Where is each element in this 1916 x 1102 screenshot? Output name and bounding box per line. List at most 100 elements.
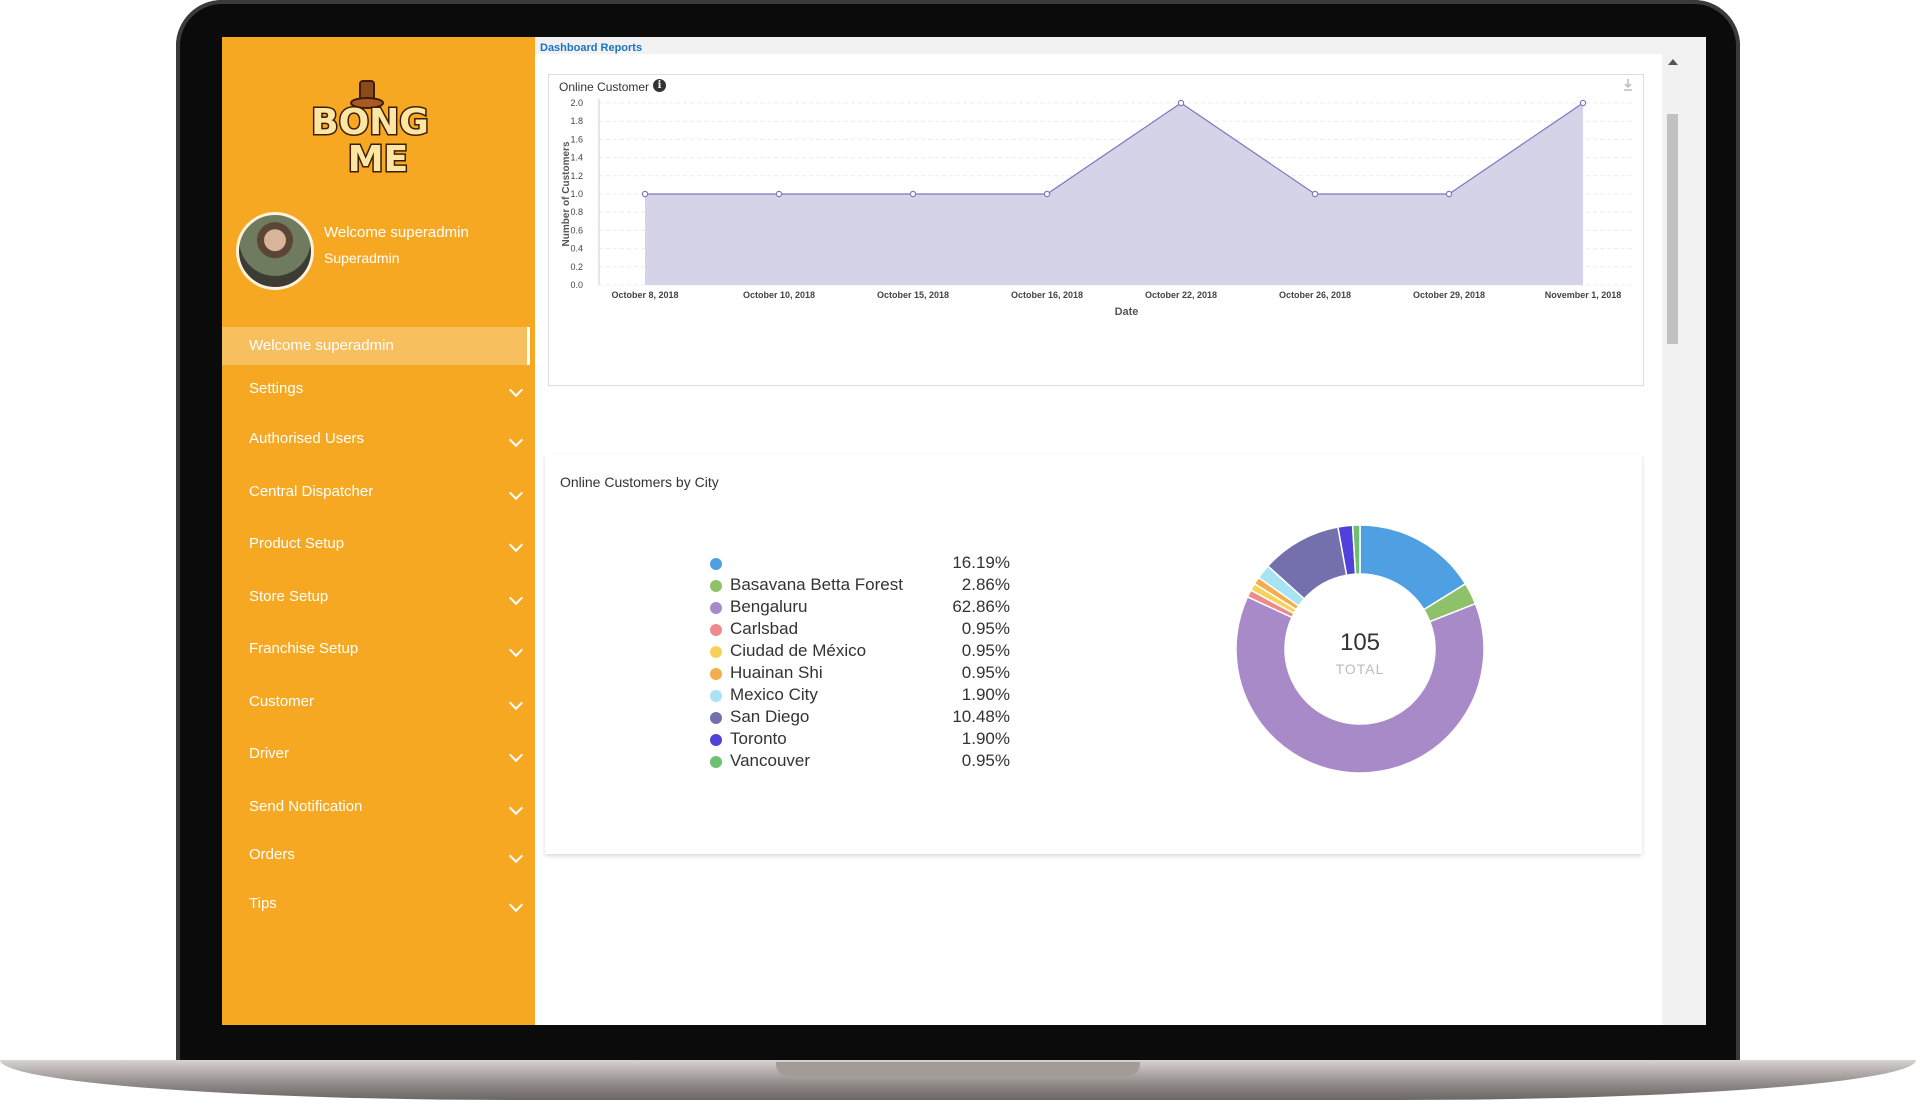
sidebar-item-store-setup[interactable]: Store Setup — [222, 579, 535, 615]
donut-slice[interactable] — [1351, 524, 1361, 575]
sidebar-item-driver[interactable]: Driver — [222, 736, 535, 772]
y-tick-label: 0.6 — [570, 225, 583, 235]
y-tick-label: 1.2 — [570, 171, 583, 181]
legend-label: Vancouver — [730, 751, 811, 770]
chevron-down-icon — [508, 642, 524, 658]
y-tick-label: 2.0 — [570, 98, 583, 108]
y-axis-label: Number of Customers — [561, 141, 572, 246]
sidebar-item-settings[interactable]: Settings — [222, 371, 535, 407]
user-role: Superadmin — [324, 250, 400, 266]
report-panel: Online Customer i 0.0 0.2 0.4 0.6 0.8 1.0 1.2 1… — [535, 54, 1662, 1025]
legend-item[interactable]: San Diego 10.48% — [710, 707, 1010, 729]
data-point — [1579, 99, 1587, 107]
welcome-text: Welcome superadmin — [324, 224, 469, 241]
pie-legend: 16.19% Basavana Betta Forest 2.86% Bengalur… — [710, 553, 1010, 773]
chevron-down-icon — [508, 432, 524, 448]
legend-item[interactable]: Mexico City 1.90% — [710, 685, 1010, 707]
sidebar-item-authorised-users[interactable]: Authorised Users — [222, 421, 535, 457]
laptop-notch — [776, 1062, 1140, 1076]
inner-scrollbar[interactable] — [1664, 54, 1681, 1025]
y-tick-label: 0.0 — [570, 280, 583, 290]
online-customer-card: Online Customer i 0.0 0.2 0.4 0.6 0.8 1.0 1.2 1… — [548, 74, 1644, 386]
legend-label: Ciudad de México — [730, 641, 867, 660]
sidebar-item-label: Driver — [249, 745, 289, 762]
legend-item[interactable]: Carlsbad 0.95% — [710, 619, 1010, 641]
legend-swatch — [710, 558, 722, 570]
x-tick-label: October 26, 2018 — [1279, 290, 1351, 300]
info-icon[interactable]: i — [653, 79, 666, 92]
sidebar-item-orders[interactable]: Orders — [222, 837, 535, 873]
sidebar-item-send-notification[interactable]: Send Notification — [222, 789, 535, 825]
legend-item[interactable]: Bengaluru 62.86% — [710, 597, 1010, 619]
legend-swatch — [710, 712, 722, 724]
donut-svg — [1235, 524, 1485, 774]
sidebar-item-label: Tips — [249, 895, 277, 912]
screen: BONG ME Welcome superadmin Superadmin We… — [222, 37, 1706, 1025]
legend-swatch — [710, 734, 722, 746]
area-chart: 0.0 0.2 0.4 0.6 0.8 1.0 1.2 1.4 1.6 1.8 2.0 October… — [561, 98, 1634, 318]
x-tick-label: October 8, 2018 — [611, 290, 678, 300]
legend-swatch — [710, 668, 722, 680]
sidebar-item-customer[interactable]: Customer — [222, 684, 535, 720]
bong-me-logo: BONG ME — [310, 80, 430, 179]
y-tick-label: 1.8 — [570, 116, 583, 126]
chevron-down-icon — [508, 382, 524, 398]
data-point — [1311, 190, 1319, 198]
sidebar-item-franchise-setup[interactable]: Franchise Setup — [222, 631, 535, 667]
legend-label: Toronto — [730, 729, 787, 748]
sidebar-item-label: Franchise Setup — [249, 640, 359, 657]
sidebar-item-label: Central Dispatcher — [249, 483, 374, 500]
donut-total-label: TOTAL — [1335, 661, 1385, 677]
legend-label: Carlsbad — [730, 619, 799, 638]
legend-percent: 1.90% — [961, 685, 1010, 704]
series-line — [645, 102, 1584, 195]
sidebar-item-label: Product Setup — [249, 535, 345, 552]
legend-item[interactable]: Ciudad de México 0.95% — [710, 641, 1010, 663]
legend-item[interactable]: 16.19% — [710, 553, 1010, 575]
breadcrumb[interactable]: Dashboard Reports — [540, 42, 643, 54]
sidebar-item-label: Orders — [249, 846, 295, 863]
y-tick-label: 0.4 — [570, 244, 583, 254]
y-tick-label: 1.4 — [570, 153, 583, 163]
sidebar-item-tips[interactable]: Tips — [222, 886, 535, 922]
avatar[interactable] — [236, 212, 314, 290]
legend-swatch — [710, 602, 722, 614]
legend-percent: 62.86% — [952, 597, 1010, 616]
sidebar: BONG ME Welcome superadmin Superadmin We… — [222, 37, 535, 1025]
y-tick-label: 0.2 — [570, 262, 583, 272]
legend-swatch — [710, 624, 722, 636]
donut-slice[interactable] — [1235, 595, 1485, 774]
scroll-up-icon[interactable] — [1668, 59, 1678, 65]
legend-label: Bengaluru — [730, 597, 808, 616]
chevron-down-icon — [508, 897, 524, 913]
data-point — [1043, 190, 1051, 198]
user-profile: Welcome superadmin Superadmin — [236, 212, 536, 292]
customers-by-city-card: Online Customers by City 16.19% Basavana … — [545, 454, 1642, 854]
logo-text: BONG — [311, 102, 429, 143]
chevron-down-icon — [508, 590, 524, 606]
data-point — [1445, 190, 1453, 198]
legend-percent: 16.19% — [952, 553, 1010, 572]
download-icon[interactable] — [1623, 79, 1633, 91]
scrollbar-thumb[interactable] — [1667, 114, 1678, 344]
legend-percent: 10.48% — [952, 707, 1010, 726]
legend-item[interactable]: Vancouver 0.95% — [710, 751, 1010, 773]
sidebar-item-central-dispatcher[interactable]: Central Dispatcher — [222, 474, 535, 510]
legend-item[interactable]: Basavana Betta Forest 2.86% — [710, 575, 1010, 597]
x-tick-label: October 29, 2018 — [1413, 290, 1485, 300]
legend-swatch — [710, 756, 722, 768]
legend-item[interactable]: Huainan Shi 0.95% — [710, 663, 1010, 685]
sidebar-item-welcome[interactable]: Welcome superadmin — [222, 327, 530, 365]
data-point — [775, 190, 783, 198]
legend-percent: 0.95% — [961, 663, 1010, 682]
area-fill — [645, 103, 1583, 285]
legend-item[interactable]: Toronto 1.90% — [710, 729, 1010, 751]
legend-swatch — [710, 646, 722, 658]
legend-swatch — [710, 580, 722, 592]
data-point — [909, 190, 917, 198]
sidebar-item-product-setup[interactable]: Product Setup — [222, 526, 535, 562]
donut-chart: 105 TOTAL — [1205, 494, 1515, 804]
legend-label: Huainan Shi — [730, 663, 823, 682]
legend-swatch — [710, 690, 722, 702]
x-axis-label: Date — [1115, 306, 1139, 318]
